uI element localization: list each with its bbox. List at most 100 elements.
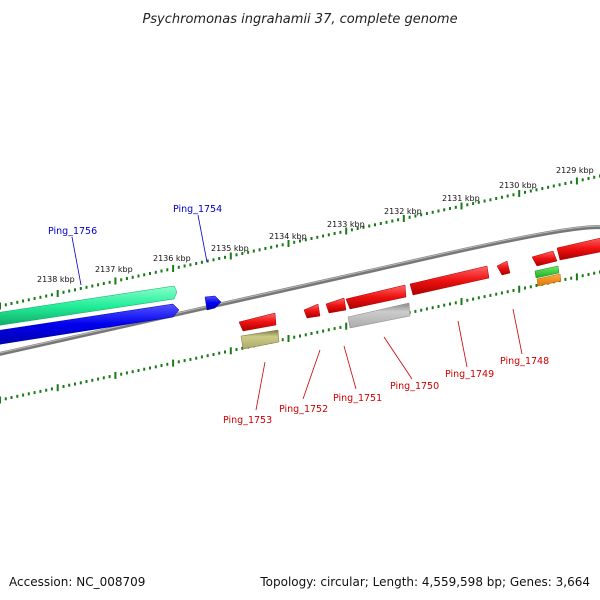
gene-orange-small[interactable]	[536, 273, 562, 287]
inner-tick	[50, 387, 53, 391]
outer-tick	[460, 202, 463, 210]
gene-red-e[interactable]	[409, 265, 490, 296]
genome-backbone	[0, 225, 600, 356]
inner-tick	[310, 332, 313, 335]
inner-tick	[218, 351, 221, 355]
outer-tick	[4, 303, 7, 307]
gene-red-f[interactable]	[496, 260, 511, 276]
gene-ping-1750-feature[interactable]	[347, 302, 411, 329]
outer-tick	[466, 203, 469, 207]
outer-tick	[241, 252, 244, 255]
inner-tick	[420, 308, 423, 312]
outer-tick	[102, 282, 105, 285]
gene-ping-1756-feature[interactable]	[0, 285, 178, 326]
gene-ping-1754-feature[interactable]	[204, 295, 222, 311]
outer-tick	[281, 243, 284, 247]
gene-label-ping-1753[interactable]: Ping_1753	[223, 415, 272, 426]
connector-1751	[343, 345, 357, 390]
inner-tick	[102, 376, 105, 380]
gene-label-ping-1751[interactable]: Ping_1751	[333, 393, 382, 404]
map-title: Psychromonas ingrahamii 37, complete gen…	[142, 12, 457, 27]
outer-tick	[391, 219, 394, 223]
outer-tick	[154, 270, 157, 274]
outer-tick	[39, 295, 42, 299]
outer-tick	[333, 232, 336, 235]
gene-label-ping-1756[interactable]: Ping_1756	[48, 226, 97, 237]
outer-tick	[206, 259, 209, 263]
outer-tick	[449, 207, 451, 210]
inner-tick	[200, 355, 203, 359]
inner-tick	[160, 364, 163, 367]
outer-tick	[495, 197, 498, 200]
inner-tick	[581, 274, 584, 278]
outer-tick	[408, 215, 411, 219]
outer-tick	[379, 222, 382, 225]
outer-tick	[27, 298, 30, 302]
connector-1754	[197, 214, 208, 263]
connector-1752	[302, 349, 321, 400]
inner-tick	[154, 365, 157, 369]
gene-red-h[interactable]	[556, 237, 600, 261]
gene-label-ping-1748[interactable]: Ping_1748	[500, 356, 549, 367]
outer-tick	[16, 300, 19, 304]
outer-tick	[350, 228, 353, 232]
outer-tick	[512, 193, 515, 197]
gene-label-ping-1754[interactable]: Ping_1754	[173, 204, 222, 215]
outer-tick	[85, 285, 88, 289]
outer-tick	[575, 177, 578, 185]
inner-tick	[39, 389, 42, 393]
outer-tick	[91, 284, 94, 288]
outer-tick	[570, 180, 573, 184]
outer-tick	[10, 302, 13, 305]
inner-tick	[56, 384, 59, 392]
outer-tick	[79, 287, 82, 290]
gene-label-ping-1750[interactable]: Ping_1750	[390, 381, 439, 392]
gene-red-c[interactable]	[325, 297, 347, 314]
gene-green-small[interactable]	[534, 265, 560, 279]
inner-tick	[593, 271, 596, 275]
inner-tick	[500, 291, 503, 295]
inner-tick	[241, 346, 244, 350]
inner-tick	[195, 356, 198, 360]
gene-ping-1753-feature[interactable]	[240, 329, 280, 350]
outer-tick	[293, 240, 296, 244]
outer-tick	[524, 190, 526, 194]
inner-tick	[437, 305, 440, 308]
gene-label-ping-1752[interactable]: Ping_1752	[279, 404, 328, 415]
inner-tick	[535, 284, 538, 287]
inner-tick	[506, 290, 509, 294]
inner-tick	[414, 309, 417, 313]
inner-tick	[529, 285, 532, 289]
connector-1753	[255, 361, 266, 411]
outer-tick	[558, 183, 561, 187]
inner-tick	[472, 297, 475, 301]
inner-tick	[149, 366, 151, 370]
gene-red-b[interactable]	[303, 303, 321, 319]
tick-label-2136: 2136 kbp	[153, 254, 191, 263]
gene-labels: Ping_1756 Ping_1754 Ping_1753 Ping_1752 …	[48, 204, 549, 426]
inner-tick	[137, 369, 140, 372]
gene-ping-1755-feature[interactable]	[0, 303, 180, 345]
inner-tick	[495, 292, 498, 296]
gene-red-g[interactable]	[531, 250, 558, 267]
outer-tick	[420, 213, 423, 217]
gene-label-ping-1749[interactable]: Ping_1749	[445, 369, 494, 380]
outer-tick	[535, 188, 538, 192]
connector-1749	[457, 320, 468, 368]
gene-red-a[interactable]	[238, 312, 277, 332]
gene-red-d[interactable]	[345, 284, 407, 310]
tick-label-2133: 2133 kbp	[327, 220, 365, 229]
accession-text: Accession: NC_008709	[9, 575, 145, 589]
inner-tick	[74, 382, 76, 386]
inner-tick	[206, 354, 209, 358]
tick-label-2132: 2132 kbp	[384, 207, 422, 216]
tick-label-2135: 2135 kbp	[211, 244, 249, 253]
tick-label-2137: 2137 kbp	[95, 265, 133, 274]
inner-tick	[466, 298, 469, 302]
outer-tick	[137, 274, 140, 278]
inner-tick	[143, 367, 146, 371]
outer-tick	[402, 215, 405, 222]
inner-tick	[120, 372, 123, 376]
tick-label-2131: 2131 kbp	[442, 194, 480, 203]
